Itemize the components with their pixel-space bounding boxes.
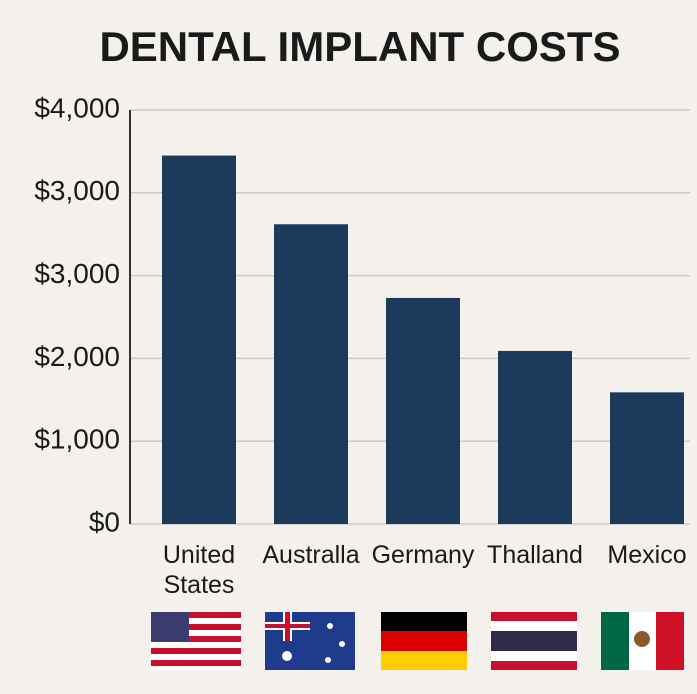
x-tick-label: Thalland: [487, 541, 583, 569]
y-tick-label: $4,000: [34, 92, 120, 123]
y-tick-label: $2,000: [34, 341, 120, 372]
x-tick-label: United States: [162, 541, 236, 599]
flag-usa: [151, 612, 241, 670]
flag-australia: [265, 612, 355, 670]
bar: [610, 392, 684, 524]
flag-mexico: [601, 612, 684, 670]
chart-title: DENTAL IMPLANT COSTS: [99, 23, 620, 70]
y-tick-label: $0: [89, 506, 120, 537]
bar: [274, 224, 348, 524]
bar: [162, 155, 236, 525]
x-tick-label: Australla: [262, 541, 360, 569]
flag-germany: [381, 612, 467, 670]
bar: [386, 297, 460, 524]
x-tick-label: Germany: [371, 541, 475, 569]
y-tick-label: $3,000: [34, 258, 120, 289]
flag-thailand: [491, 612, 577, 670]
flags: [151, 612, 684, 670]
x-tick-label: Mexico: [607, 541, 687, 569]
bar: [498, 350, 572, 524]
y-tick-label: $1,000: [34, 424, 120, 455]
y-tick-label: $3,000: [34, 175, 120, 206]
